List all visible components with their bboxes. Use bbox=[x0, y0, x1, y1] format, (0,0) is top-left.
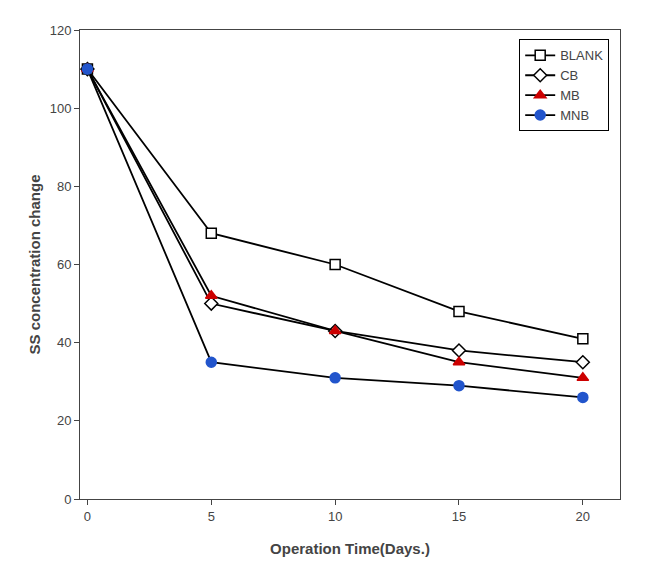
svg-text:0: 0 bbox=[84, 509, 91, 524]
svg-text:120: 120 bbox=[50, 23, 72, 38]
svg-text:20: 20 bbox=[576, 509, 590, 524]
svg-text:100: 100 bbox=[50, 101, 72, 116]
svg-text:10: 10 bbox=[328, 509, 342, 524]
svg-text:CB: CB bbox=[560, 68, 578, 83]
svg-text:0: 0 bbox=[64, 492, 71, 507]
svg-text:MNB: MNB bbox=[560, 108, 589, 123]
svg-text:BLANK: BLANK bbox=[560, 48, 603, 63]
svg-text:MB: MB bbox=[560, 88, 580, 103]
svg-text:Operation Time(Days.): Operation Time(Days.) bbox=[270, 540, 430, 557]
svg-text:80: 80 bbox=[57, 179, 71, 194]
svg-text:60: 60 bbox=[57, 257, 71, 272]
svg-text:5: 5 bbox=[208, 509, 215, 524]
svg-text:SS concentration change: SS concentration change bbox=[26, 174, 43, 354]
svg-text:40: 40 bbox=[57, 335, 71, 350]
svg-text:20: 20 bbox=[57, 413, 71, 428]
svg-text:15: 15 bbox=[452, 509, 466, 524]
